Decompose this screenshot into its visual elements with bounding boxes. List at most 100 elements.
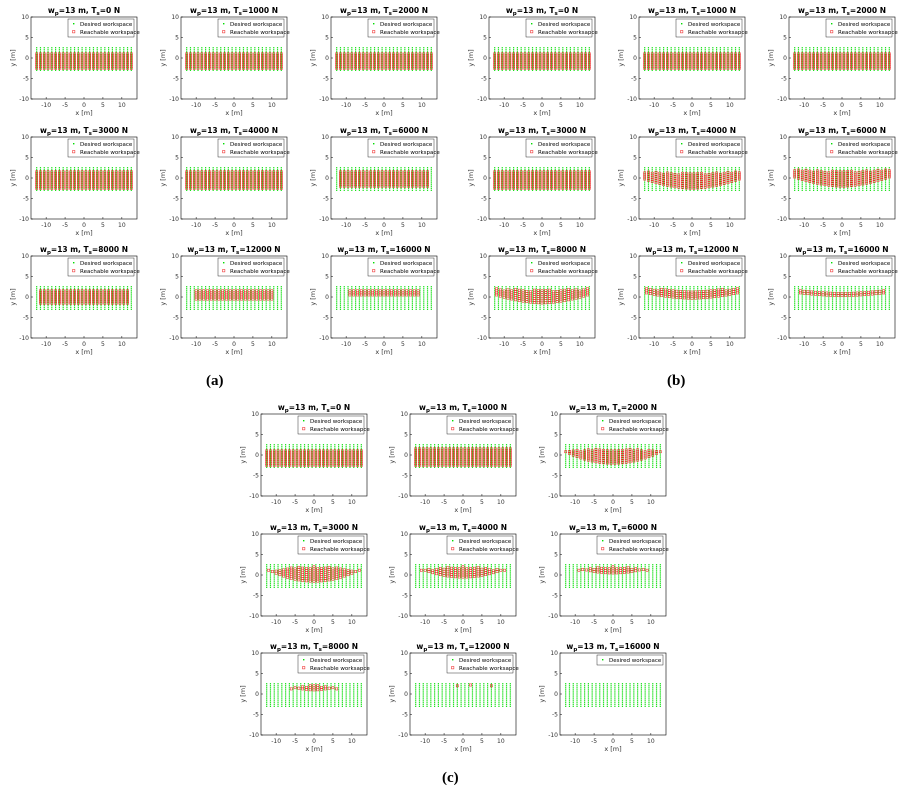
desired-point	[104, 177, 106, 179]
desired-point	[385, 286, 387, 288]
desired-point	[280, 181, 282, 183]
reachable-point	[412, 289, 416, 293]
desired-point	[201, 290, 203, 292]
desired-point	[223, 296, 226, 298]
desired-point	[189, 302, 192, 304]
desired-point	[347, 189, 349, 191]
desired-point	[123, 288, 125, 290]
desired-point	[501, 67, 503, 69]
y-tick-label: 0	[325, 294, 329, 301]
desired-point	[92, 47, 95, 49]
desired-point	[430, 69, 432, 71]
reachable-point	[226, 170, 230, 174]
desired-point	[47, 189, 49, 191]
desired-point	[497, 55, 500, 57]
desired-point	[43, 175, 45, 177]
desired-point	[392, 296, 395, 298]
desired-point	[430, 51, 432, 53]
desired-point	[51, 185, 53, 187]
desired-point	[254, 51, 256, 53]
desired-point	[385, 187, 387, 189]
x-tick-label: 5	[401, 222, 405, 229]
desired-point	[366, 294, 368, 296]
reachable-point	[272, 170, 276, 174]
desired-point	[400, 183, 402, 185]
desired-point	[51, 288, 53, 290]
desired-point	[201, 61, 203, 63]
desired-point	[39, 181, 42, 183]
desired-point	[239, 69, 241, 71]
desired-point	[126, 189, 129, 191]
reachable-point	[209, 289, 213, 293]
desired-point	[197, 49, 199, 51]
desired-point	[373, 47, 376, 49]
desired-point	[239, 59, 241, 61]
desired-point	[205, 294, 207, 296]
desired-point	[419, 181, 421, 183]
desired-point	[430, 49, 432, 51]
desired-point	[392, 47, 395, 49]
desired-point	[254, 302, 256, 304]
desired-point	[47, 302, 49, 304]
desired-point	[73, 300, 76, 302]
desired-point	[186, 171, 188, 173]
desired-point	[280, 53, 282, 55]
reachable-point	[426, 52, 429, 56]
desired-point	[62, 302, 64, 304]
desired-point	[347, 298, 349, 300]
reachable-point	[375, 289, 378, 293]
desired-point	[100, 183, 102, 185]
desired-point	[385, 296, 387, 298]
desired-point	[81, 288, 83, 290]
desired-point	[58, 294, 60, 296]
desired-point	[254, 57, 256, 59]
desired-point	[36, 306, 38, 308]
desired-point	[130, 171, 132, 173]
desired-point	[186, 51, 188, 53]
reachable-point	[58, 170, 61, 174]
reachable-point	[192, 52, 196, 56]
reachable-point	[42, 289, 46, 293]
desired-point	[358, 294, 360, 296]
desired-point	[411, 302, 413, 304]
desired-point	[269, 304, 271, 306]
y-tick-label: 5	[25, 155, 29, 162]
desired-point	[189, 292, 192, 294]
desired-point	[408, 173, 410, 175]
x-tick-label: -10	[41, 222, 51, 229]
desired-point	[254, 294, 256, 296]
desired-point	[389, 61, 391, 63]
desired-point	[355, 175, 357, 177]
desired-point	[92, 304, 95, 306]
desired-point	[370, 65, 372, 67]
desired-point	[396, 171, 398, 173]
y-axis-label: y [m]	[309, 49, 317, 66]
desired-point	[89, 55, 91, 57]
desired-point	[396, 183, 398, 185]
desired-point	[47, 286, 49, 288]
desired-point	[377, 59, 379, 61]
desired-point	[351, 55, 353, 57]
desired-point	[111, 298, 113, 300]
desired-point	[231, 177, 233, 179]
desired-point	[392, 55, 395, 57]
desired-point	[423, 304, 425, 306]
desired-point	[235, 173, 237, 175]
desired-point	[126, 59, 129, 61]
desired-point	[362, 171, 364, 173]
desired-point	[250, 181, 252, 183]
reachable-point	[122, 170, 126, 174]
desired-point	[119, 59, 121, 61]
reachable-point	[230, 52, 234, 56]
desired-point	[115, 294, 117, 296]
desired-point	[212, 59, 214, 61]
desired-point	[343, 169, 345, 171]
desired-point	[186, 57, 188, 59]
desired-point	[201, 306, 203, 308]
desired-point	[400, 59, 402, 61]
desired-point	[189, 49, 192, 51]
desired-point	[347, 69, 349, 71]
desired-point	[130, 179, 132, 181]
